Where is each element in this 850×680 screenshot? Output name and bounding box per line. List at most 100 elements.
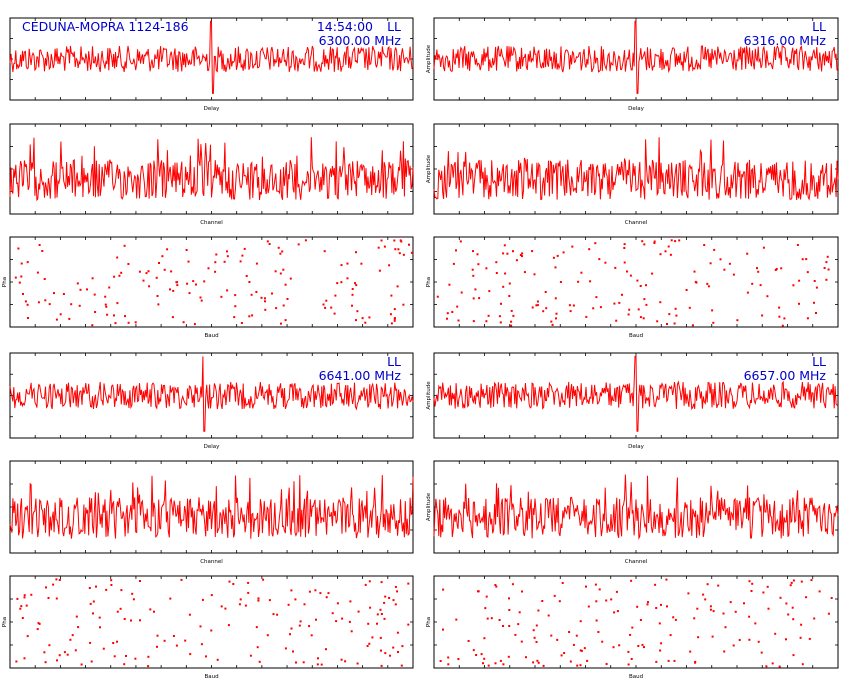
phase-point [541, 600, 544, 602]
phase-point [310, 634, 313, 637]
phase-point [636, 605, 639, 608]
series-trace [433, 137, 839, 201]
phase-point [623, 261, 626, 264]
phase-point [569, 310, 572, 313]
phase-point [25, 604, 28, 607]
phase-point [351, 288, 354, 290]
phase-point [670, 239, 673, 242]
phase-point [508, 295, 511, 297]
phase-point [605, 599, 608, 602]
phase-point [580, 271, 583, 274]
phase-point [452, 262, 455, 265]
phase-point [536, 300, 539, 303]
phase-point [355, 319, 357, 322]
phase-point [472, 274, 475, 277]
phase-point [266, 634, 269, 637]
phase-point [90, 660, 93, 663]
phase-point [535, 624, 538, 627]
phase-point [672, 616, 675, 619]
phase-point [639, 619, 642, 621]
phase-point [172, 289, 175, 292]
phase-point [482, 662, 484, 665]
phase-point [383, 245, 386, 248]
phase-point [673, 322, 676, 325]
phase-point [289, 633, 291, 636]
phase-point [651, 272, 654, 275]
phase-point [120, 271, 123, 274]
phase-point [30, 593, 33, 596]
phase-point [400, 664, 403, 667]
phase-point [264, 308, 267, 311]
phase-point [533, 636, 536, 639]
phase-point [63, 651, 66, 654]
phase-point [392, 646, 395, 649]
phase-point [48, 303, 51, 306]
phase-point [818, 590, 821, 593]
panel-frame [9, 352, 414, 439]
phase-point [542, 310, 545, 313]
phase-point [688, 306, 691, 309]
phase-point [200, 643, 203, 646]
phase-point [116, 256, 119, 259]
phase-point [520, 640, 523, 643]
phase-point [124, 315, 126, 318]
phase-point [667, 659, 670, 662]
phase-point [724, 626, 727, 629]
phase-point [653, 242, 656, 244]
phase-point [279, 272, 282, 275]
phase-point [442, 588, 445, 591]
phase-point [618, 644, 621, 647]
phase-point [125, 655, 127, 657]
phase-point [384, 652, 387, 655]
phase-point [163, 639, 166, 642]
phase-point [199, 625, 202, 628]
phase-point [521, 252, 524, 255]
phase-point [778, 665, 781, 668]
phase-point [258, 660, 261, 663]
phase-point [239, 260, 242, 263]
phase-point [775, 268, 778, 270]
phase-point [116, 640, 118, 643]
phase-point [589, 280, 592, 283]
phase-point [604, 261, 607, 264]
polarization-label: LL [387, 354, 401, 369]
phase-point [815, 312, 817, 314]
phase-point [781, 324, 784, 327]
phase-point [787, 613, 790, 616]
phase-point [605, 663, 608, 665]
phase-point [641, 643, 644, 646]
phase-point [629, 633, 632, 636]
phase-point [19, 607, 22, 610]
series-trace [433, 20, 839, 94]
phase-point [384, 595, 387, 598]
phase-point [17, 247, 20, 250]
phase-point [558, 600, 561, 603]
phase-point [613, 611, 616, 614]
phase-point [105, 588, 108, 591]
phase-point [647, 601, 649, 604]
phase-point [498, 315, 501, 318]
phase-point [355, 284, 358, 287]
phase-point [471, 268, 474, 271]
phase-point [536, 659, 539, 662]
phase-point [800, 623, 803, 626]
phase-point [388, 597, 391, 599]
phase-point [551, 323, 554, 326]
phase-point [268, 599, 271, 602]
phase-point [732, 644, 735, 647]
phase-point [351, 304, 353, 307]
phase-point [320, 663, 323, 666]
phase-point [279, 252, 282, 255]
y-axis-label: Amplitude [426, 154, 432, 183]
phase-point [127, 321, 130, 324]
phase-point [685, 289, 688, 291]
phase-point [615, 590, 618, 593]
phase-point [264, 300, 266, 303]
phase-point [778, 315, 781, 318]
phase-point [760, 651, 763, 654]
phase-point [560, 654, 563, 657]
panel-frame [9, 236, 414, 328]
phase-point [500, 302, 502, 305]
phase-point [660, 642, 663, 645]
